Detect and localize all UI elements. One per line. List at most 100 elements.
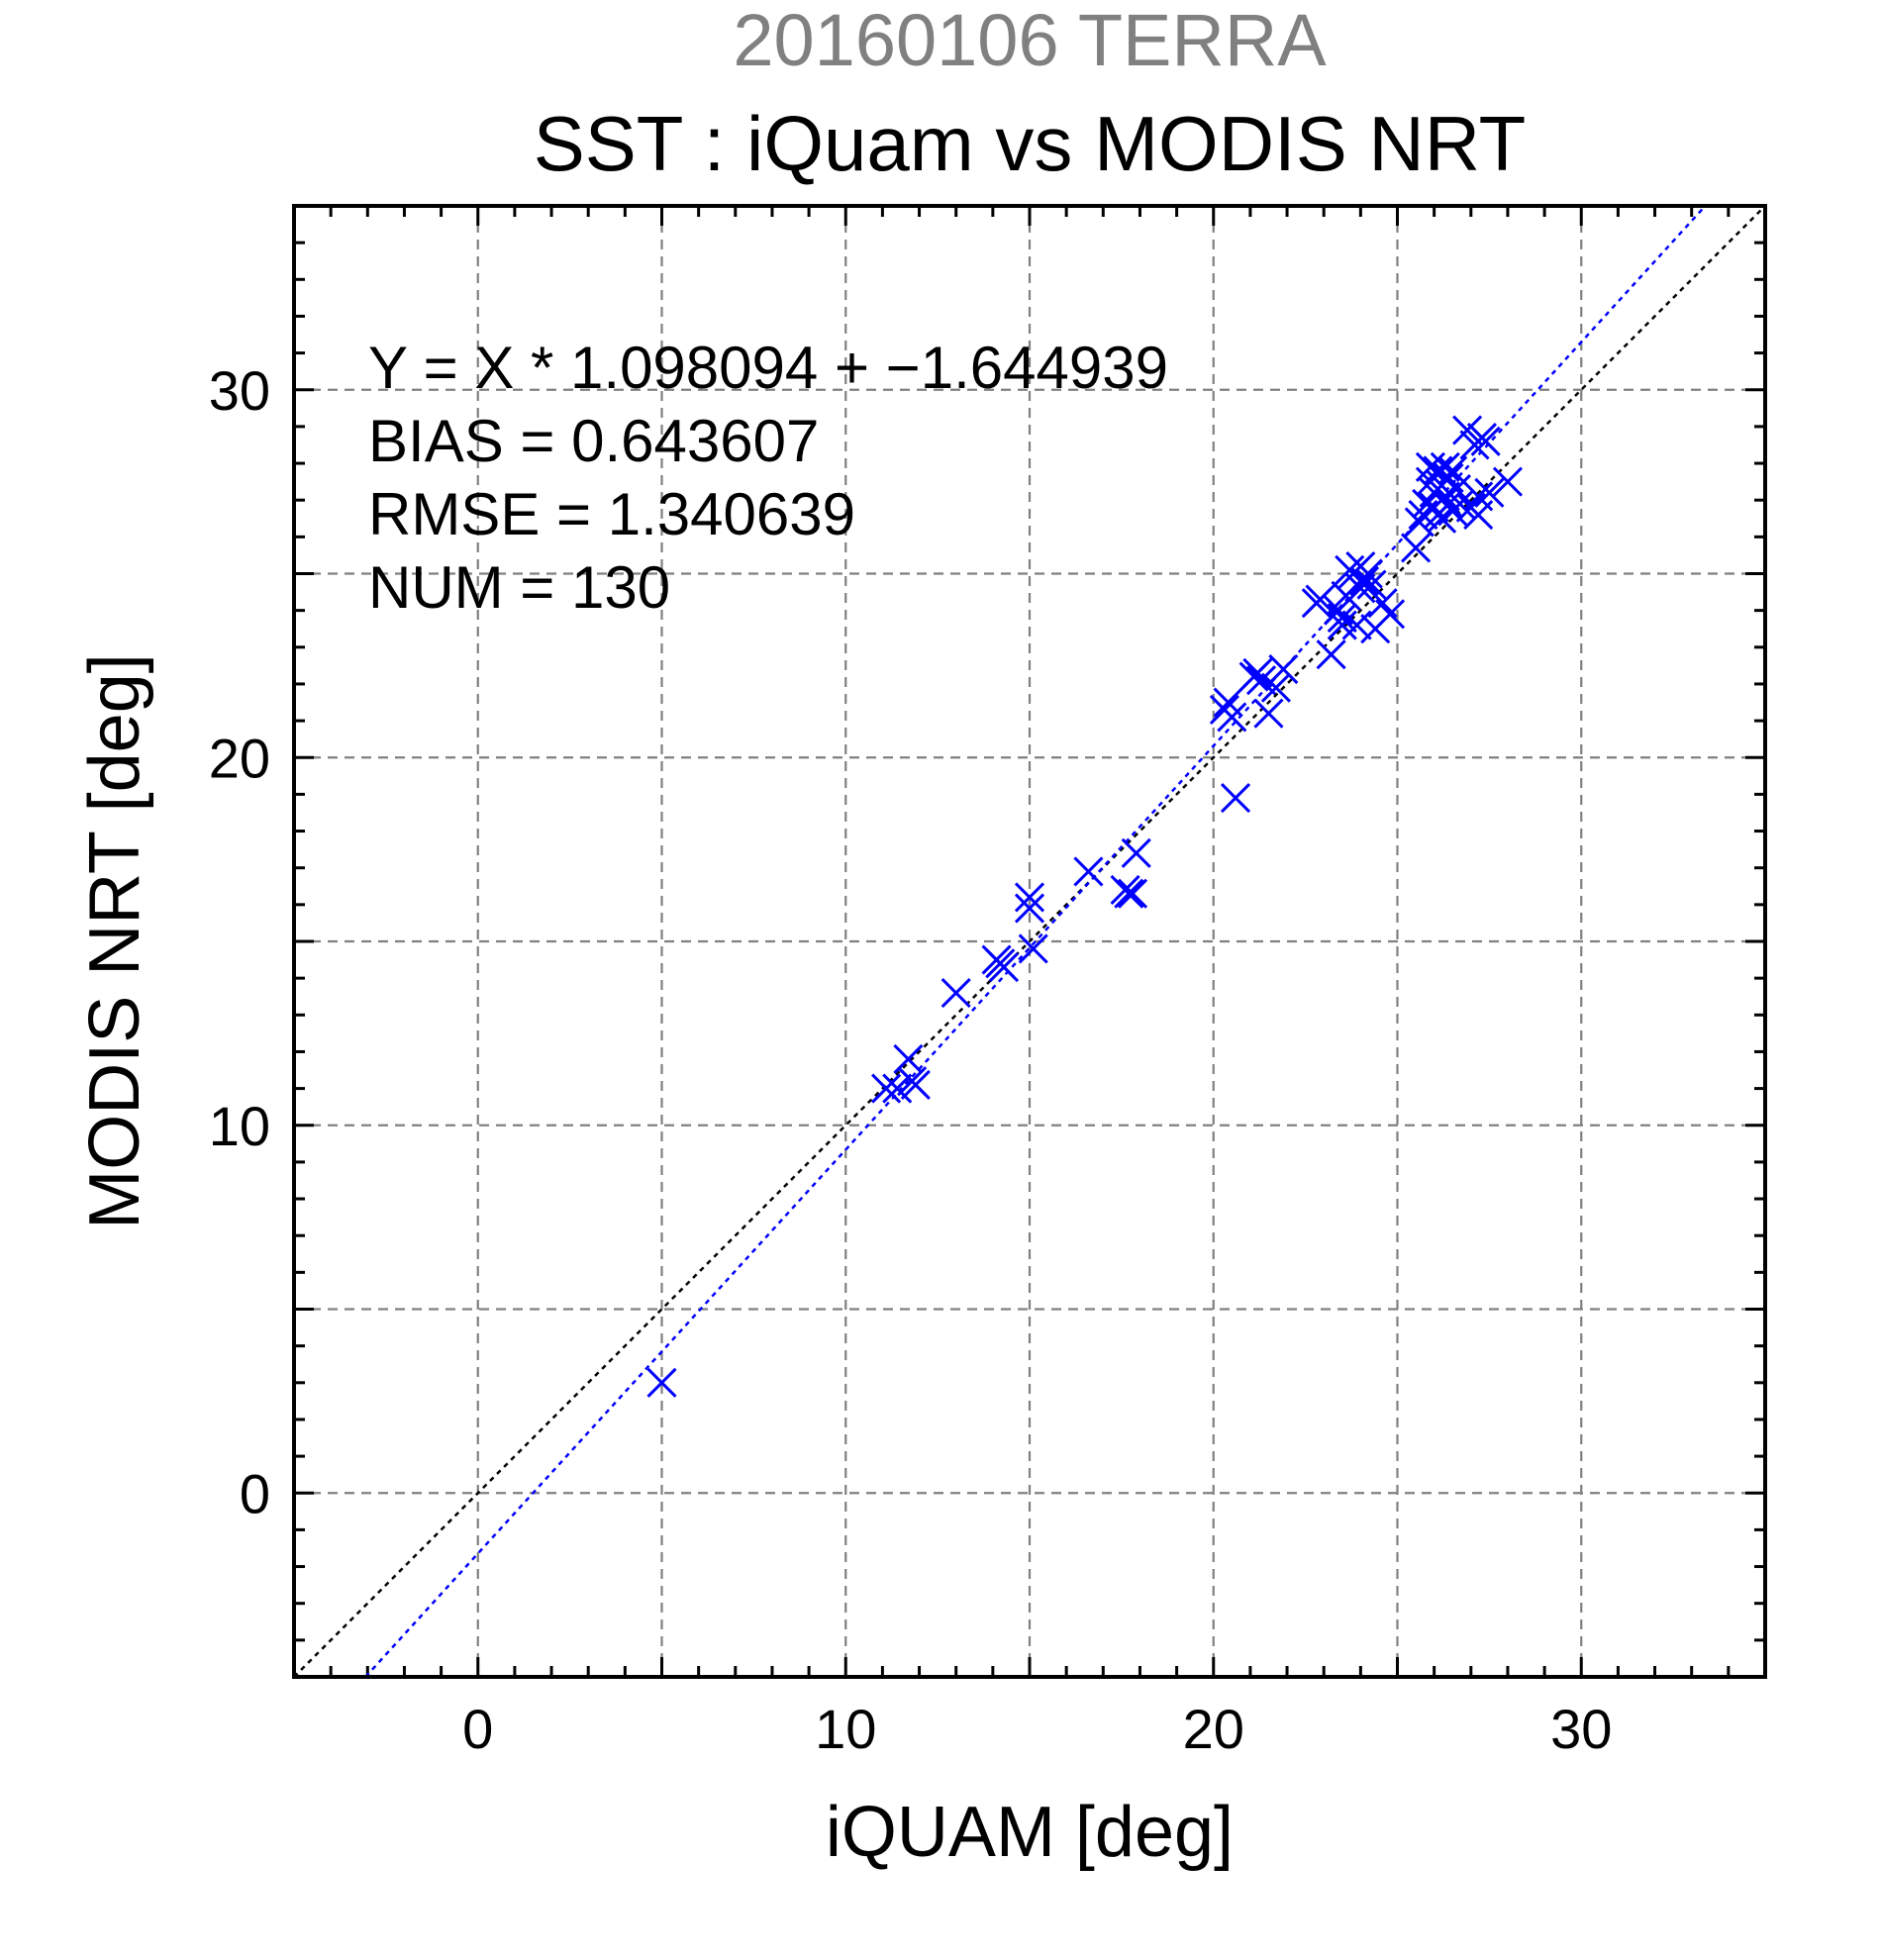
data-point-stroke (1444, 488, 1475, 519)
data-point (1245, 665, 1277, 696)
data-point (1220, 783, 1251, 814)
data-point-stroke (1245, 665, 1277, 696)
data-point-stroke (1375, 599, 1406, 630)
data-point (1463, 499, 1494, 531)
stats-line: RMSE = 1.340639 (368, 481, 855, 547)
data-point-stroke (940, 977, 971, 1009)
data-point (1452, 415, 1483, 445)
data-point-stroke (1268, 654, 1299, 685)
data-point (1437, 455, 1468, 486)
data-point-stroke (1253, 698, 1284, 729)
data-point (1260, 672, 1291, 703)
chart-title: SST : iQuam vs MODIS NRT (534, 100, 1527, 187)
data-point (988, 951, 1020, 983)
data-point-stroke (1217, 702, 1247, 733)
x-tick-label: 0 (462, 1698, 493, 1760)
data-point (1117, 878, 1148, 909)
data-point-stroke (1114, 878, 1144, 909)
data-point-stroke (1018, 933, 1048, 964)
data-point (1375, 599, 1406, 630)
data-point-stroke (1470, 426, 1501, 456)
data-point (1114, 878, 1144, 909)
x-axis-title: iQUAM [deg] (826, 1793, 1234, 1872)
y-tick-label: 0 (240, 1462, 270, 1524)
stats-line: NUM = 130 (368, 554, 670, 621)
grid (294, 206, 1765, 1677)
data-point (1014, 893, 1045, 924)
data-point-stroke (1463, 499, 1494, 531)
data-point (1268, 654, 1299, 685)
data-point-stroke (1349, 565, 1380, 596)
data-point-stroke (1327, 610, 1357, 640)
y-tick-label: 10 (209, 1095, 270, 1157)
chart-suptitle: 20160106 TERRA (733, 0, 1327, 81)
data-point (1014, 882, 1045, 913)
data-point (1305, 584, 1336, 615)
data-point-stroke (1437, 455, 1468, 486)
data-point (646, 1367, 677, 1398)
data-point (1492, 466, 1524, 497)
data-point-stroke (1260, 672, 1291, 703)
data-point (1430, 451, 1460, 482)
data-point (1253, 698, 1284, 729)
data-point-stroke (1452, 415, 1483, 445)
data-point-stroke (1492, 466, 1524, 497)
data-point (1401, 533, 1432, 563)
data-point (871, 1073, 902, 1104)
stats-line: Y = X * 1.098094 + −1.644939 (368, 335, 1168, 401)
data-point (1073, 856, 1104, 887)
data-point (1217, 702, 1247, 733)
x-tick-label: 20 (1183, 1698, 1244, 1760)
data-point-stroke (871, 1073, 902, 1104)
data-point (1356, 569, 1387, 600)
data-point-stroke (1341, 610, 1372, 640)
y-tick-label: 30 (209, 359, 270, 422)
data-point-stroke (646, 1367, 677, 1398)
data-point-stroke (1213, 687, 1243, 718)
plot-frame (292, 204, 1767, 1679)
data-point-stroke (1121, 837, 1151, 868)
data-point (1242, 657, 1273, 688)
data-point-stroke (1423, 455, 1453, 486)
data-point-stroke (1220, 783, 1251, 814)
stats-line: BIAS = 0.643607 (368, 408, 819, 474)
data-point-stroke (988, 951, 1020, 983)
x-tick-label: 30 (1550, 1698, 1612, 1760)
data-point (1316, 639, 1346, 670)
data-point (1470, 426, 1501, 456)
tick-labels: 0 10 20 30 0 10 20 30 (209, 359, 1613, 1760)
data-point (1345, 573, 1376, 604)
data-point (1352, 558, 1383, 589)
data-point-stroke (1327, 603, 1357, 634)
stats-annotations: Y = X * 1.098094 + −1.644939 BIAS = 0.643… (368, 335, 1168, 621)
data-point-stroke (1367, 588, 1398, 619)
identity-line (293, 205, 1766, 1678)
data-point (1121, 837, 1151, 868)
y-axis-title: MODIS NRT [deg] (75, 653, 154, 1229)
data-point-stroke (1117, 878, 1148, 909)
data-point-stroke (1305, 584, 1336, 615)
data-point-stroke (1242, 657, 1273, 688)
data-point (1327, 610, 1357, 640)
data-point (882, 1073, 913, 1104)
data-point (1474, 477, 1505, 508)
data-point (1444, 488, 1475, 519)
data-point-stroke (1430, 451, 1460, 482)
data-point (1018, 933, 1048, 964)
data-point-stroke (1356, 569, 1387, 600)
data-point-stroke (1440, 473, 1472, 505)
data-point-stroke (1073, 856, 1104, 887)
data-point (940, 977, 971, 1009)
data-point-stroke (900, 1069, 931, 1100)
data-point (1341, 610, 1372, 640)
data-point-stroke (882, 1073, 913, 1104)
y-tick-label: 20 (209, 727, 270, 789)
x-tick-label: 10 (815, 1698, 876, 1760)
data-point-stroke (1014, 882, 1045, 913)
data-point-stroke (1345, 573, 1376, 604)
data-point-stroke (1401, 533, 1432, 563)
data-points (646, 415, 1524, 1398)
data-point (900, 1069, 931, 1100)
data-point-stroke (1352, 558, 1383, 589)
